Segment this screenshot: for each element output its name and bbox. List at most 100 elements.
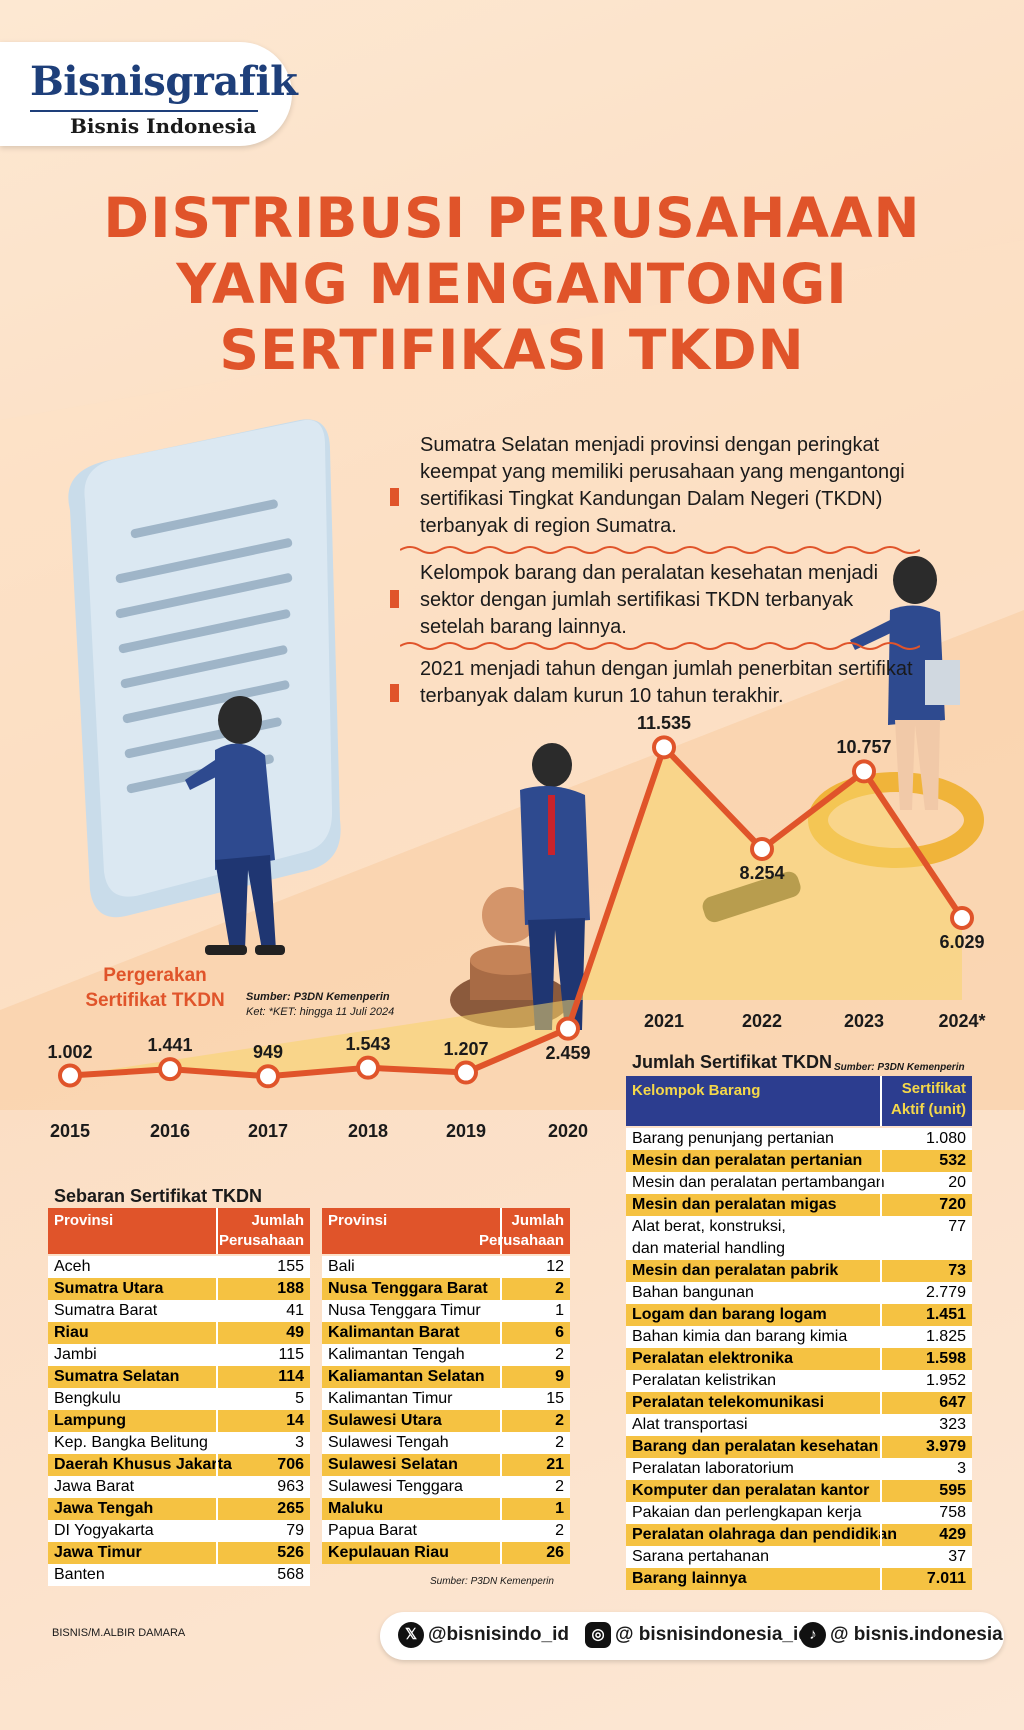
chart-x-tick-label: 2021: [643, 1011, 685, 1031]
cell-label: Kalimantan Tengah: [328, 1346, 465, 1363]
cell-value: 7.011: [926, 1570, 966, 1587]
line-chart: [58, 735, 974, 1089]
cell-value: 963: [277, 1478, 304, 1495]
table-row: Jambi 115: [48, 1344, 310, 1366]
cell-label: Pakaian dan perlengkapan kerja: [632, 1504, 862, 1521]
tiktok-icon: ♪: [800, 1622, 826, 1648]
cell-label: Kaliamantan Selatan: [328, 1368, 485, 1385]
logo-rule: [30, 110, 258, 112]
chart-point: [454, 1060, 478, 1085]
table-row: Mesin dan peralatan pertambangan 20: [626, 1172, 972, 1194]
table-row: Sulawesi Tenggara 2: [322, 1476, 570, 1498]
chart-value-label: 949: [252, 1042, 284, 1063]
cell-label: Mesin dan peralatan migas: [632, 1196, 837, 1213]
wavy-divider: [400, 546, 920, 554]
logo-sub: Bisnis Indonesia: [70, 114, 257, 138]
chart-value-label: 10.757: [836, 737, 892, 758]
table-row: Sumatra Utara 188: [48, 1278, 310, 1300]
chart-value-label: 2.459: [545, 1042, 591, 1063]
table-row: Sulawesi Selatan 21: [322, 1454, 570, 1476]
cell-label: DI Yogyakarta: [54, 1522, 154, 1539]
table-row: Bahan bangunan 2.779: [626, 1282, 972, 1304]
cell-value: 115: [278, 1346, 304, 1363]
cell-value: 5: [295, 1390, 304, 1407]
wavy-divider: [400, 642, 920, 650]
cell-value: 532: [939, 1152, 966, 1169]
tiktok-text: @ bisnis.indonesia: [830, 1624, 1003, 1646]
cell-divider: [880, 1458, 882, 1480]
bullet-marker: [390, 684, 399, 702]
cell-label: Sulawesi Tengah: [328, 1434, 449, 1451]
cell-value: 21: [546, 1456, 564, 1473]
bullet-text-2: Kelompok barang dan peralatan kesehatan …: [420, 562, 879, 638]
instagram-handle[interactable]: ◎ @ bisnisindonesia_id: [585, 1622, 810, 1648]
cell-divider: [500, 1300, 502, 1322]
cell-label: Barang lainnya: [632, 1570, 747, 1587]
cell-value: 73: [948, 1262, 966, 1279]
cell-value: 429: [939, 1526, 966, 1543]
cell-divider: [880, 1326, 882, 1348]
cell-divider: [500, 1388, 502, 1410]
chart-note-text: Ket: *KET: hingga 11 Juli 2024: [246, 1006, 395, 1018]
cell-divider: [216, 1564, 218, 1586]
table-row: Sumatra Barat 41: [48, 1300, 310, 1322]
cell-divider: [500, 1454, 502, 1476]
cell-value: 1.451: [925, 1306, 966, 1323]
cell-label: Mesin dan peralatan pabrik: [632, 1262, 839, 1279]
chart-point: [652, 735, 676, 760]
cell-label: Papua Barat: [328, 1522, 417, 1539]
table-row: Kep. Bangka Belitung 3: [48, 1432, 310, 1454]
cell-value: 720: [939, 1196, 966, 1213]
cell-label: Jambi: [54, 1346, 97, 1363]
header-jumlah-1: Jumlah: [251, 1212, 304, 1229]
cell-value: 2: [555, 1478, 564, 1495]
header-divider: [216, 1208, 218, 1254]
cell-divider: [500, 1278, 502, 1300]
chart-x-tick-label: 2019: [445, 1121, 487, 1141]
cell-label: Lampung: [54, 1412, 126, 1429]
sebaran-header-left: Provinsi Jumlah Perusahaan: [48, 1208, 310, 1254]
cell-value: 2: [555, 1522, 564, 1539]
cell-value: 1.598: [925, 1350, 966, 1367]
sebaran-table-right: Provinsi Jumlah Perusahaan Bali 12 Nusa Te…: [322, 1208, 570, 1593]
chart-x-tick-label: 2023: [843, 1011, 885, 1031]
cell-label: Daerah Khusus Jakarta: [54, 1456, 232, 1473]
cell-divider: [880, 1348, 882, 1370]
cell-divider: [216, 1410, 218, 1432]
cell-value: 1.080: [925, 1130, 966, 1147]
cell-value: 77: [948, 1218, 966, 1235]
cell-divider: [880, 1194, 882, 1216]
cell-value: 526: [277, 1544, 304, 1561]
cell-value: 20: [948, 1174, 966, 1191]
chart-area-fill: [70, 747, 962, 1077]
cell-value: 2: [555, 1434, 564, 1451]
cell-label: Alat transportasi: [632, 1416, 748, 1433]
table-row: Pakaian dan perlengkapan kerja 758: [626, 1502, 972, 1524]
cell-label: Peralatan kelistrikan: [632, 1372, 777, 1389]
table-row: Nusa Tenggara Timur 1: [322, 1300, 570, 1322]
header-sertifikat-2: Aktif (unit): [891, 1101, 966, 1118]
cell-divider: [500, 1256, 502, 1278]
header-provinsi: Provinsi: [54, 1212, 114, 1229]
chart-value-label: 1.441: [147, 1035, 193, 1056]
cell-divider: [500, 1476, 502, 1498]
cell-label: Bengkulu: [54, 1390, 121, 1407]
cell-divider: [216, 1256, 218, 1278]
table-row: Sulawesi Tengah 2: [322, 1432, 570, 1454]
chart-series-line: [69, 744, 965, 1080]
cell-divider: [880, 1370, 882, 1392]
cell-divider: [880, 1216, 882, 1238]
chart-title: Pergerakan Sertifikat TKDN: [85, 965, 225, 1011]
cell-label: Sulawesi Selatan: [328, 1456, 458, 1473]
cell-value: 114: [278, 1368, 304, 1385]
cell-label: Sarana pertahanan: [632, 1548, 769, 1565]
header-sertifikat-1: Sertifikat: [901, 1080, 966, 1097]
tiktok-handle[interactable]: ♪ @ bisnis.indonesia: [800, 1622, 1003, 1648]
table-row: Banten 568: [48, 1564, 310, 1586]
table-row: dan material handling: [626, 1238, 972, 1260]
twitter-handle[interactable]: 𝕏 @bisnisindo_id: [398, 1622, 569, 1648]
table-row: Papua Barat 2: [322, 1520, 570, 1542]
businessman-illustration-left: [185, 696, 285, 955]
sebaran-title: Sebaran Sertifikat TKDN: [54, 1186, 263, 1206]
